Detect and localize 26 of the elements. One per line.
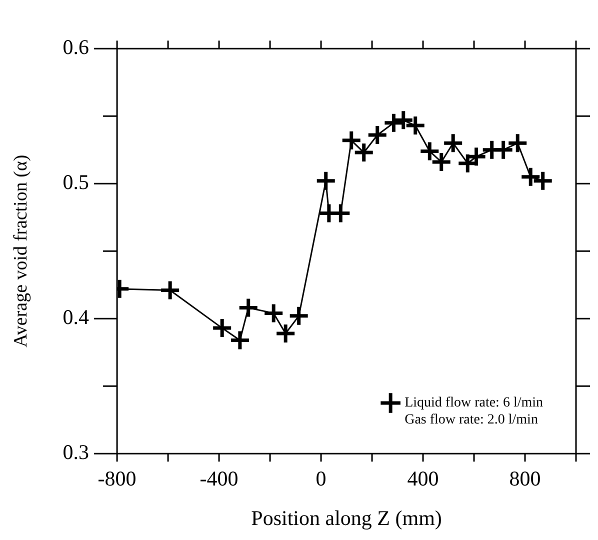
point	[506, 132, 528, 154]
legend-label: Liquid flow rate: 6 l/min Gas flow rate: 2.0 l/min	[404, 396, 543, 428]
x-axis-title: Position along Z (mm)	[251, 506, 442, 530]
point	[520, 166, 542, 188]
y-tick-label: 0.5	[62, 170, 90, 194]
point	[274, 322, 296, 344]
point	[366, 124, 388, 146]
point	[159, 280, 181, 301]
y-tick-label: 0.6	[62, 35, 90, 60]
x-tick-label: -800	[98, 466, 136, 491]
point	[262, 302, 284, 324]
point	[211, 317, 233, 339]
x-tick-label: 400	[407, 466, 439, 491]
x-tick-label: -400	[200, 466, 238, 491]
y-tick-label: 0.4	[62, 305, 90, 330]
point	[315, 170, 337, 192]
x-tick-label: 800	[509, 466, 541, 491]
point	[229, 329, 251, 351]
point	[238, 297, 260, 319]
point	[532, 170, 554, 192]
y-axis-title: Average void fraction (α)	[10, 154, 32, 348]
point	[442, 132, 464, 154]
x-tick-label: 0	[316, 466, 326, 491]
point	[288, 305, 310, 327]
point	[492, 139, 514, 161]
y-tick-label: 0.3	[62, 440, 90, 464]
